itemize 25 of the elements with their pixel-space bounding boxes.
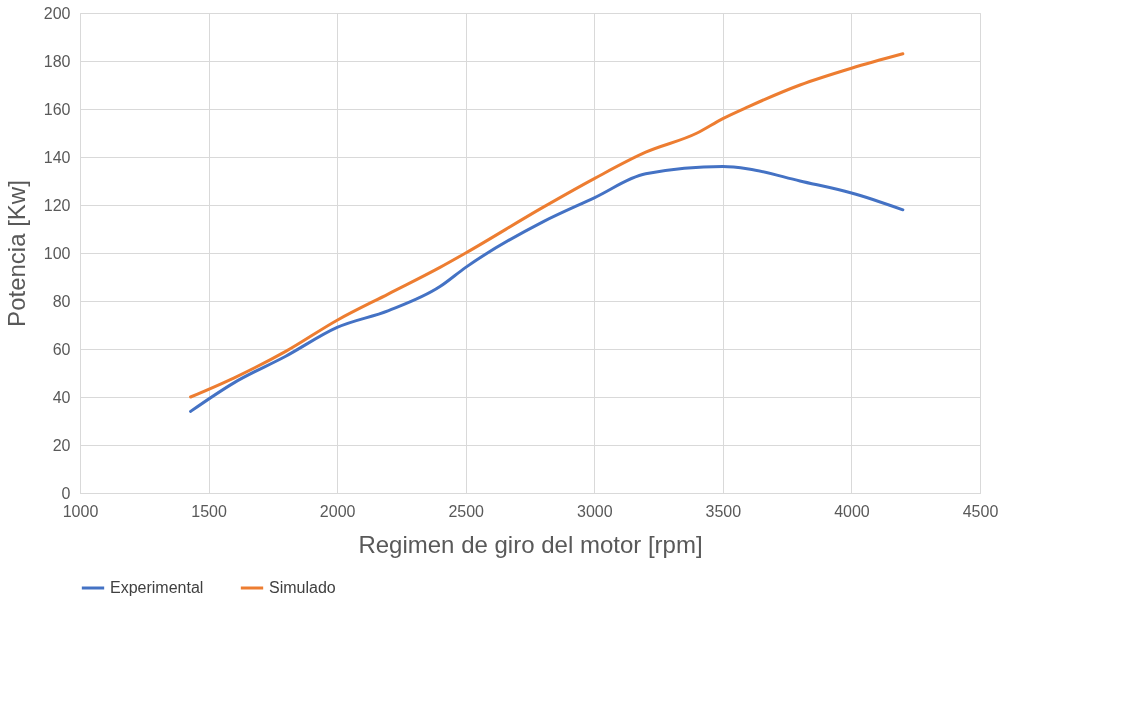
y-tick-label: 20 <box>52 436 71 454</box>
x-tick-label: 1000 <box>62 502 99 520</box>
x-tick-label: 3000 <box>576 502 613 520</box>
x-tick-label: 1500 <box>191 502 227 520</box>
legend-label: Experimental <box>110 579 204 596</box>
x-tick-label: 2000 <box>319 502 356 520</box>
y-tick-label: 60 <box>52 340 71 358</box>
x-tick-label: 4000 <box>834 502 870 520</box>
x-tick-label: 3500 <box>705 502 742 520</box>
line-series <box>189 52 905 399</box>
y-tick-label: 200 <box>43 4 71 22</box>
x-axis-title: Regimen de giro del motor [rpm] <box>358 530 703 558</box>
y-tick-label: 100 <box>43 244 71 262</box>
y-tick-label: 40 <box>52 388 71 406</box>
y-tick-label: 0 <box>61 484 71 502</box>
y-tick-label: 180 <box>43 52 71 70</box>
x-tick-label: 4500 <box>962 502 999 520</box>
y-tick-label: 120 <box>43 196 71 214</box>
legend-label: Simulado <box>269 579 336 596</box>
y-tick-label: 140 <box>43 148 71 166</box>
y-tick-label: 160 <box>43 100 71 118</box>
line-series <box>189 165 905 413</box>
y-axis-title: Potencia [Kw] <box>2 180 30 327</box>
y-tick-label: 80 <box>52 292 71 310</box>
x-tick-label: 2500 <box>448 502 485 520</box>
